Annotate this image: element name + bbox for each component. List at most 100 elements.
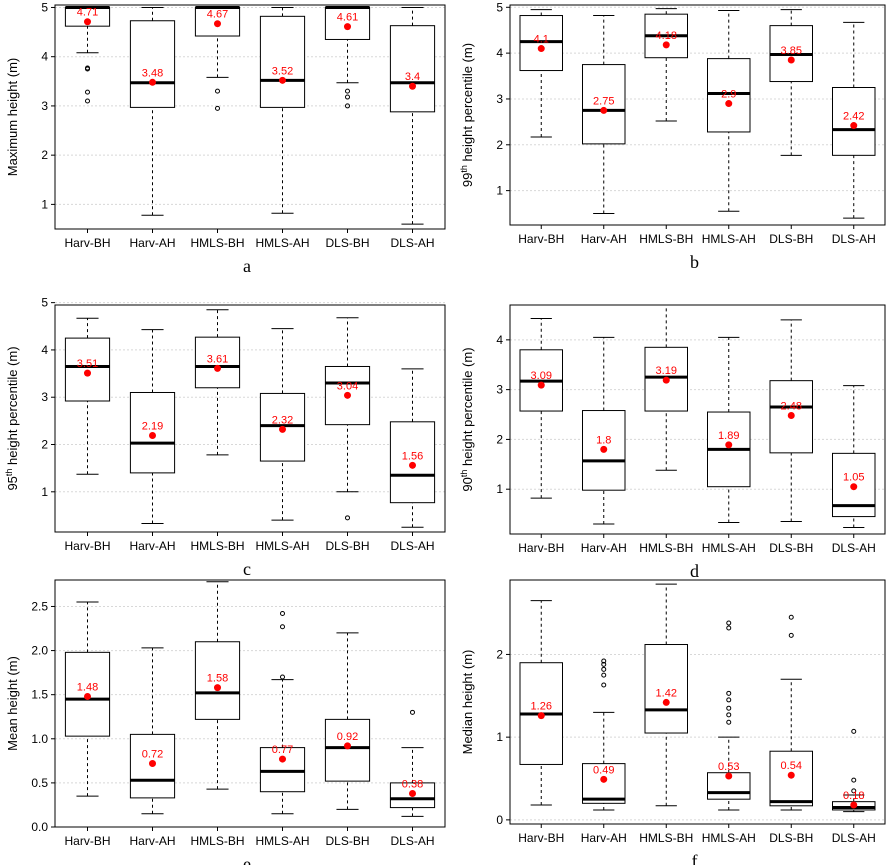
y-axis-title: 90th height percentile (m) bbox=[459, 347, 475, 491]
y-tick-label: 2 bbox=[41, 148, 48, 162]
y-tick-label: 4 bbox=[496, 333, 503, 347]
mean-label: 1.48 bbox=[77, 681, 98, 693]
x-tick-label: HMLS-AH bbox=[702, 541, 756, 555]
outlier-point bbox=[280, 624, 285, 630]
mean-point bbox=[662, 698, 670, 706]
iqr-box bbox=[389, 25, 436, 113]
mean-point bbox=[725, 441, 733, 449]
plot-frame bbox=[509, 4, 886, 226]
mean-label: 0.38 bbox=[402, 778, 423, 790]
iqr-box bbox=[129, 20, 176, 108]
y-tick-label: 3 bbox=[41, 99, 48, 113]
mean-label: 1.58 bbox=[207, 673, 228, 685]
x-tick-label: DLS-BH bbox=[325, 539, 369, 553]
box-hmls-bh: 3.61 bbox=[194, 309, 241, 456]
mean-label: 0.77 bbox=[272, 744, 293, 756]
y-tick-label: 5 bbox=[41, 296, 48, 310]
plot-frame bbox=[509, 579, 886, 825]
outlier-point bbox=[726, 690, 732, 696]
mean-label: 4.18 bbox=[656, 30, 677, 42]
box-harv-ah: 1.8 bbox=[582, 336, 626, 525]
mean-label: 2.9 bbox=[721, 89, 736, 101]
y-tick-label: 4 bbox=[496, 46, 503, 60]
x-tick-label: HMLS-AH bbox=[702, 831, 756, 845]
box-harv-bh: 3.51 bbox=[64, 317, 111, 475]
mean-label: 4.67 bbox=[207, 9, 228, 21]
mean-point bbox=[344, 742, 351, 750]
box-hmls-bh: 4.18 bbox=[644, 8, 688, 122]
iqr-box bbox=[582, 763, 626, 804]
panel-d: 1 2 3 4 3.09 Harv-BH 1.8 Harv-AH 3.19 HMLS-BH 1.89… bbox=[459, 304, 886, 581]
outlier-point bbox=[601, 658, 607, 664]
x-tick-label: HMLS-BH bbox=[190, 834, 244, 848]
mean-point bbox=[409, 789, 416, 797]
panel-a: 1 2 3 4 5 4.71 Harv-BH 3.48 Harv-AH 4.67 HMLS-BH 3.… bbox=[5, 0, 446, 276]
mean-label: 0.54 bbox=[781, 760, 802, 772]
y-axis-title-superscript: th bbox=[459, 165, 469, 173]
mean-label: 1.26 bbox=[531, 701, 552, 713]
mean-point bbox=[600, 445, 608, 453]
y-axis-title-number: 90 bbox=[460, 477, 475, 491]
y-axis-title-rest: height percentile (m) bbox=[5, 346, 20, 468]
outlier-point bbox=[601, 682, 607, 688]
iqr-box bbox=[64, 337, 111, 402]
mean-point bbox=[850, 801, 858, 809]
mean-label: 3.61 bbox=[207, 353, 228, 365]
outlier-point bbox=[410, 709, 415, 715]
plot-frame bbox=[54, 579, 446, 828]
mean-label: 4.1 bbox=[534, 34, 549, 46]
box-dls-ah: 3.4 bbox=[389, 6, 436, 225]
x-tick-label: Harv-AH bbox=[581, 541, 627, 555]
mean-point bbox=[214, 684, 221, 692]
mean-point bbox=[84, 692, 91, 700]
mean-label: 4.61 bbox=[337, 12, 358, 24]
outlier-point bbox=[851, 777, 857, 783]
mean-label: 3.19 bbox=[656, 365, 677, 377]
box-dls-ah: 0.18 bbox=[832, 728, 876, 813]
box-harv-ah: 3.48 bbox=[129, 6, 176, 216]
plot-frame bbox=[54, 4, 446, 230]
box-dls-ah: 1.05 bbox=[832, 385, 876, 529]
x-tick-label: Harv-BH bbox=[64, 834, 110, 848]
outlier-point bbox=[788, 614, 794, 620]
mean-label: 2.75 bbox=[593, 95, 614, 107]
y-axis-title-rest: height percentile (m) bbox=[460, 347, 475, 469]
box-hmls-bh: 1.58 bbox=[194, 581, 241, 790]
iqr-box bbox=[194, 641, 241, 720]
box-harv-bh: 1.26 bbox=[519, 600, 563, 806]
y-tick-label: 2 bbox=[41, 438, 48, 452]
panel-letter: e bbox=[243, 854, 251, 865]
mean-point bbox=[279, 755, 286, 763]
y-tick-label: 2 bbox=[496, 647, 503, 661]
box-harv-ah: 2.75 bbox=[582, 15, 626, 215]
x-tick-label: DLS-BH bbox=[769, 232, 813, 246]
y-tick-label: 1 bbox=[496, 184, 503, 198]
mean-point bbox=[850, 122, 858, 130]
outlier-point bbox=[726, 719, 732, 725]
y-tick-label: 5 bbox=[496, 0, 503, 14]
iqr-box bbox=[644, 346, 688, 412]
plot-frame bbox=[54, 304, 446, 533]
iqr-box bbox=[259, 747, 306, 793]
outlier-point bbox=[345, 88, 350, 94]
x-tick-label: DLS-AH bbox=[390, 236, 434, 250]
mean-label: 3.48 bbox=[142, 67, 163, 79]
box-hmls-ah: 0.53 bbox=[707, 620, 751, 811]
panel-b: 1 2 3 4 5 4.1 Harv-BH 2.75 Harv-AH 4.18 HMLS-BH 2.9… bbox=[459, 0, 886, 272]
mean-label: 2.19 bbox=[142, 421, 163, 433]
y-tick-label: 1 bbox=[496, 482, 503, 496]
box-dls-ah: 0.38 bbox=[389, 709, 436, 817]
x-tick-label: DLS-AH bbox=[832, 232, 876, 246]
outlier-point bbox=[345, 94, 350, 100]
mean-label: 2.48 bbox=[781, 401, 802, 413]
mean-point bbox=[725, 772, 733, 780]
box-harv-ah: 2.19 bbox=[129, 329, 176, 524]
outlier-point bbox=[601, 672, 607, 678]
mean-point bbox=[537, 45, 545, 53]
y-tick-label: 3 bbox=[496, 92, 503, 106]
iqr-box bbox=[707, 58, 751, 133]
mean-point bbox=[850, 483, 858, 491]
mean-point bbox=[149, 432, 156, 440]
mean-label: 0.92 bbox=[337, 731, 358, 743]
